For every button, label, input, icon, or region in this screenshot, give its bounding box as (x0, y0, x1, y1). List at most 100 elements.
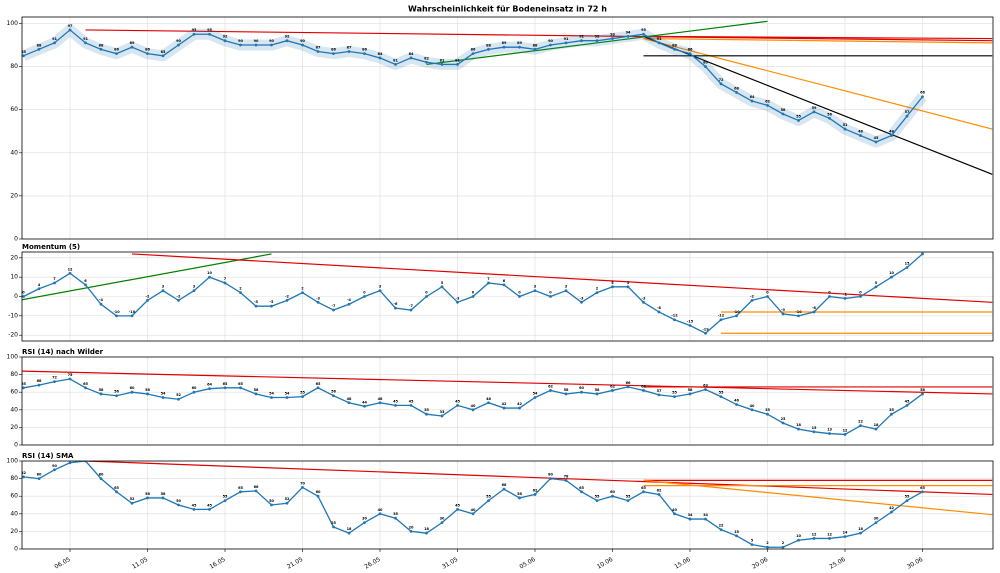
point (332, 308, 335, 312)
data-label: 91 (564, 37, 569, 41)
data-label: 70 (300, 481, 305, 485)
point (192, 508, 196, 511)
point (533, 289, 537, 293)
data-label: 18 (796, 423, 801, 427)
data-label: 90 (176, 39, 181, 43)
trendline (643, 37, 993, 130)
point (332, 525, 335, 529)
point (719, 318, 723, 322)
data-label: 40 (471, 404, 476, 408)
y-tick-label: 0 (14, 293, 18, 300)
data-label: 5 (751, 539, 754, 543)
trendline (131, 253, 993, 303)
data-label: 48 (889, 130, 894, 134)
data-label: 64 (207, 383, 212, 387)
point (704, 388, 707, 391)
point (192, 32, 196, 36)
data-label: 57 (905, 110, 910, 114)
data-label: 45 (455, 503, 460, 507)
point (285, 298, 289, 302)
point (812, 430, 816, 434)
point (285, 396, 289, 399)
data-label: 12 (843, 428, 848, 432)
point (564, 289, 568, 293)
y-tick-label: 40 (10, 149, 18, 156)
point (549, 295, 552, 298)
point (68, 271, 72, 275)
point (347, 401, 351, 405)
point (843, 535, 847, 539)
data-label: 52 (285, 497, 290, 501)
data-label: 54 (285, 391, 290, 395)
point (177, 298, 180, 302)
data-label: 35 (393, 512, 398, 516)
point (750, 543, 754, 546)
point (332, 52, 335, 56)
data-label: 88 (486, 43, 491, 47)
point (301, 395, 304, 398)
data-label: 65 (238, 382, 243, 386)
point (378, 512, 382, 516)
data-label: 95 (641, 28, 646, 32)
x-tick-label: 20.06 (751, 556, 770, 571)
point (828, 116, 831, 120)
point (394, 516, 397, 520)
point (363, 404, 366, 408)
data-label: 97 (68, 24, 73, 28)
point (208, 508, 211, 511)
point (595, 39, 599, 43)
point (223, 39, 227, 43)
data-label: 57 (657, 389, 662, 393)
point (657, 493, 661, 496)
point (874, 140, 878, 144)
data-label: 92 (223, 35, 228, 39)
point (316, 50, 320, 53)
panel-frame (21, 356, 994, 446)
y-tick-label: -20 (8, 332, 18, 339)
data-label: 84 (378, 52, 383, 56)
point (146, 298, 149, 302)
point (146, 392, 149, 396)
data-label: 2 (596, 287, 599, 291)
data-label: 6 (84, 279, 87, 283)
point (874, 427, 878, 431)
data-label: -10 (733, 310, 740, 314)
data-label: 0 (425, 291, 428, 295)
point (161, 54, 165, 58)
point (130, 314, 134, 318)
data-label: 33 (440, 410, 445, 414)
point (843, 297, 847, 300)
data-label: -12 (671, 314, 678, 318)
point (456, 300, 459, 304)
data-label: 45 (874, 136, 879, 140)
point (177, 397, 180, 401)
point (905, 404, 909, 407)
data-label: 58 (161, 492, 166, 496)
point (192, 390, 196, 394)
trendline (22, 370, 993, 395)
y-tick-label: 20 (10, 192, 18, 199)
point (487, 281, 490, 285)
point (146, 496, 149, 500)
point (363, 521, 366, 524)
trendline (22, 253, 272, 301)
y-tick-label: 20 (10, 254, 18, 261)
data-label: 54 (269, 391, 274, 395)
point (688, 52, 692, 56)
data-label: 18 (347, 527, 352, 531)
data-label: 81 (393, 58, 398, 62)
point (301, 486, 304, 489)
data-label: 14 (843, 531, 848, 535)
data-label: 48 (378, 397, 383, 401)
point (316, 300, 320, 304)
point (239, 490, 242, 494)
x-tick-label: 31.05 (441, 556, 460, 571)
point (611, 389, 614, 392)
point (766, 103, 769, 107)
data-label: 68 (502, 483, 507, 487)
data-label: -3 (642, 296, 646, 300)
data-label: 7 (53, 277, 56, 281)
point (301, 291, 304, 295)
point (68, 461, 72, 465)
data-label: 55 (626, 495, 631, 499)
